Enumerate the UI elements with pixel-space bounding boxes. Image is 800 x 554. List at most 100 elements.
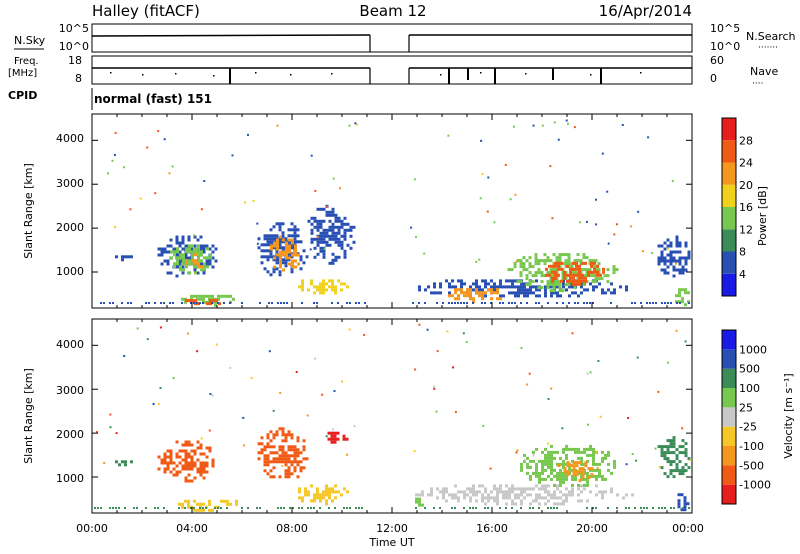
freq-tick-bottom: 8 (75, 72, 82, 85)
power-echo-cell (430, 291, 433, 295)
power-near-range-cell (112, 302, 114, 304)
power-echo-cell (257, 246, 261, 250)
power-near-range-cell (451, 302, 453, 304)
velocity-near-range-cell (469, 507, 471, 509)
velocity-echo-cell (672, 460, 676, 464)
velocity-echo-cell (299, 460, 303, 464)
power-echo-cell (322, 219, 326, 223)
power-echo-cell (528, 271, 532, 275)
power-echo-cell (191, 259, 194, 263)
velocity-echo-cell (553, 490, 556, 494)
power-echo-cell (572, 273, 575, 277)
power-echo-cell (352, 225, 356, 229)
power-echo-cell (349, 228, 353, 232)
velocity-echo-cell (472, 493, 475, 497)
velocity-echo-cell (293, 454, 297, 458)
power-echo-cell (208, 262, 212, 266)
power-echo-cell (184, 244, 188, 248)
velocity-echo-cell (575, 461, 579, 465)
velocity-echo-cell (190, 443, 194, 447)
power-echo-cell (569, 273, 572, 277)
power-echo-cell (560, 261, 563, 265)
power-echo-cell (596, 273, 599, 277)
power-near-range-cell (610, 302, 612, 304)
velocity-echo-cell (287, 457, 291, 461)
velocity-echo-cell (520, 502, 523, 506)
power-echo-cell (672, 259, 676, 263)
power-echo-cell (439, 282, 442, 286)
velocity-echo-cell (675, 448, 679, 452)
power-echo-cell (578, 276, 581, 280)
velocity-speckle-cell (325, 435, 328, 438)
power-echo-cell (331, 231, 335, 235)
velocity-echo-cell (193, 452, 197, 456)
power-echo-cell (343, 282, 346, 286)
velocity-echo-cell (178, 470, 182, 474)
velocity-speckle-cell (526, 383, 529, 386)
velocity-echo-cell (181, 505, 184, 509)
power-echo-cell (340, 243, 344, 247)
power-echo-cell (325, 282, 328, 286)
velocity-echo-cell (592, 453, 595, 457)
velocity-echo-cell (325, 502, 328, 506)
power-echo-cell (325, 231, 329, 235)
power-echo-cell (463, 294, 466, 298)
power-echo-cell (684, 259, 688, 263)
velocity-echo-cell (475, 499, 478, 503)
power-echo-cell (569, 267, 572, 271)
power-echo-cell (523, 294, 526, 298)
power-echo-cell (269, 252, 273, 256)
power-echo-cell (163, 250, 167, 254)
velocity-echo-cell (511, 499, 514, 503)
power-echo-cell (257, 237, 261, 241)
velocity-near-range-cell (163, 507, 165, 509)
power-echo-cell (266, 249, 270, 253)
power-echo-cell (490, 288, 493, 292)
power-echo-cell (319, 207, 323, 211)
velocity-echo-cell (263, 460, 267, 464)
velocity-echo-cell (157, 467, 161, 471)
power-echo-cell (546, 259, 550, 263)
power-near-range-cell (412, 302, 414, 304)
velocity-echo-cell (514, 493, 517, 497)
power-echo-cell (269, 237, 273, 241)
power-echo-cell (678, 291, 681, 295)
power-echo-cell (531, 265, 535, 269)
power-echo-cell (499, 285, 502, 289)
velocity-echo-cell (566, 464, 570, 468)
velocity-echo-cell (586, 499, 589, 503)
power-echo-cell (672, 250, 676, 254)
power-echo-cell (191, 250, 194, 254)
power-echo-cell (660, 253, 664, 257)
velocity-echo-cell (118, 463, 121, 467)
velocity-echo-cell (575, 464, 579, 468)
power-echo-cell (322, 291, 325, 295)
power-speckle-cell (111, 159, 114, 162)
power-echo-cell (529, 288, 532, 292)
velocity-echo-region (415, 497, 424, 507)
velocity-echo-cell (565, 499, 568, 503)
velocity-echo-cell (532, 487, 535, 491)
power-marks (91, 114, 693, 308)
power-echo-cell (678, 262, 682, 266)
power-echo-cell (553, 291, 556, 295)
velocity-echo-cell (550, 477, 553, 481)
power-echo-cell (200, 265, 203, 269)
power-speckle-cell (567, 122, 569, 125)
velocity-echo-cell (235, 499, 238, 503)
velocity-echo-cell (187, 443, 191, 447)
power-echo-cell (573, 271, 577, 275)
power-ytick-2000: 2000 (56, 221, 84, 234)
nsky-panel: 10^5 10^0 10^5 10^0 N.Sky N.Search ·····… (14, 22, 796, 53)
power-echo-cell (331, 234, 335, 238)
power-near-range-cell (241, 302, 243, 304)
velocity-echo-cell (296, 439, 300, 443)
power-echo-cell (193, 244, 197, 248)
velocity-echo-cell (669, 445, 673, 449)
velocity-echo-cell (184, 479, 188, 483)
velocity-echo-cell (511, 487, 514, 491)
power-echo-cell (558, 259, 562, 263)
velocity-echo-cell (187, 440, 191, 444)
velocity-echo-cell (296, 448, 300, 452)
velocity-echo-cell (223, 499, 226, 503)
